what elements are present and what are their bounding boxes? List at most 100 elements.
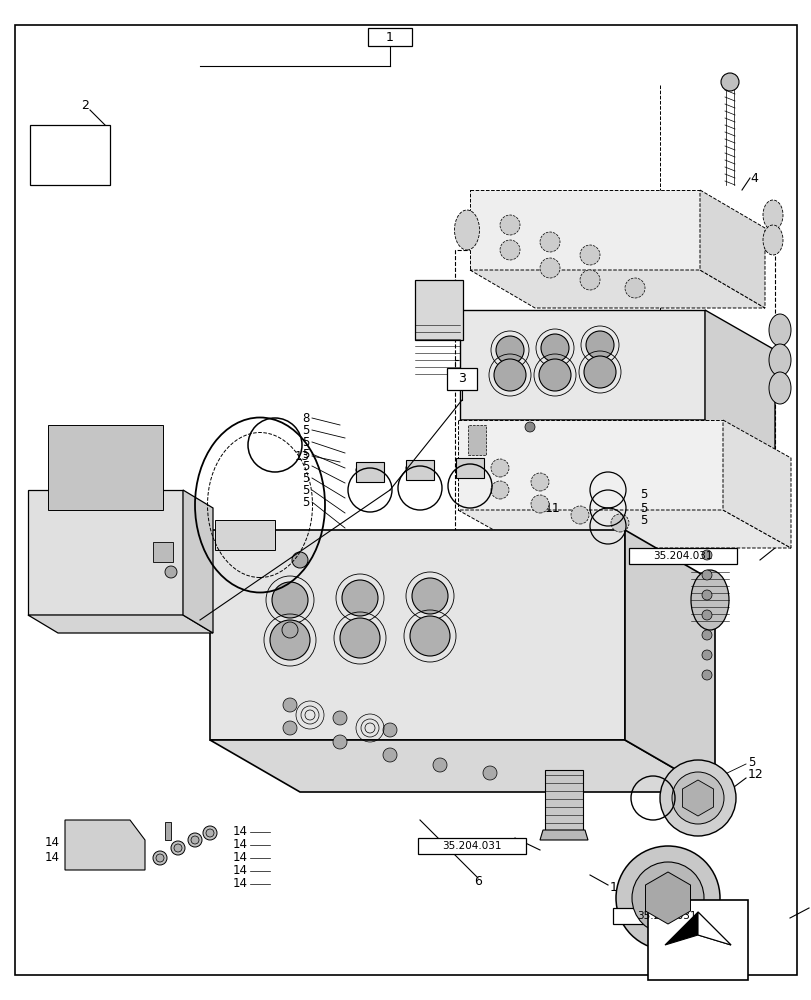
Circle shape [659,760,735,836]
Circle shape [579,245,599,265]
Circle shape [491,481,508,499]
Circle shape [579,270,599,290]
Polygon shape [28,490,182,615]
Polygon shape [704,310,774,460]
Text: 5: 5 [639,502,646,514]
Bar [406,460,433,480]
Bar [647,900,747,980]
Circle shape [500,240,519,260]
Polygon shape [210,530,624,740]
Circle shape [483,766,496,780]
Text: 3: 3 [457,372,466,385]
Text: 35.204.031: 35.204.031 [652,551,712,561]
Bar [612,908,720,924]
Text: 14: 14 [233,825,247,838]
Circle shape [491,459,508,477]
Circle shape [616,846,719,950]
Circle shape [341,580,378,616]
Circle shape [496,336,523,364]
Circle shape [270,620,310,660]
Text: 5: 5 [303,460,310,473]
Polygon shape [722,420,790,548]
Text: 5: 5 [639,488,646,502]
Circle shape [631,862,703,934]
Text: 4: 4 [749,172,757,185]
Bar [414,280,462,340]
Ellipse shape [762,200,782,230]
Circle shape [672,772,723,824]
Circle shape [702,570,711,580]
Bar [355,462,384,482]
Circle shape [203,826,217,840]
Circle shape [500,215,519,235]
Bar [454,250,774,370]
Text: 13: 13 [294,450,310,462]
Polygon shape [697,912,730,945]
Circle shape [174,844,182,852]
Polygon shape [539,830,587,840]
Circle shape [702,650,711,660]
Ellipse shape [406,461,433,475]
Ellipse shape [456,459,483,473]
Text: 5: 5 [303,484,310,496]
Circle shape [540,334,569,362]
Circle shape [624,278,644,298]
Circle shape [191,836,199,844]
Text: 14: 14 [233,864,247,878]
Text: 5: 5 [303,495,310,508]
Circle shape [702,610,711,620]
Ellipse shape [768,344,790,376]
Text: 11: 11 [544,502,560,514]
Text: 8: 8 [303,412,310,424]
Text: 6: 6 [474,876,482,888]
Polygon shape [28,615,212,633]
Circle shape [383,748,397,762]
Text: 35.204.031: 35.204.031 [442,841,501,851]
Circle shape [152,851,167,865]
Bar [152,542,173,562]
Circle shape [283,698,297,712]
Polygon shape [664,912,730,945]
Polygon shape [182,490,212,633]
Bar [367,28,411,46]
Circle shape [281,622,298,638]
Circle shape [539,359,570,391]
Circle shape [188,833,202,847]
Text: 12: 12 [747,768,763,782]
Bar [629,548,736,564]
Ellipse shape [768,372,790,404]
Bar [454,360,774,530]
Polygon shape [470,270,764,308]
Bar [215,520,275,550]
Circle shape [530,473,548,491]
Circle shape [610,514,629,532]
Circle shape [586,331,613,359]
Text: 14: 14 [45,851,60,864]
Circle shape [333,735,346,749]
Circle shape [720,73,738,91]
Bar [456,458,483,478]
Ellipse shape [355,463,384,477]
Circle shape [702,630,711,640]
Text: 10: 10 [609,882,625,894]
Circle shape [165,566,177,578]
Text: 35.204.031: 35.204.031 [637,911,696,921]
Circle shape [525,422,534,432]
Polygon shape [65,820,145,870]
Circle shape [530,495,548,513]
Text: 14: 14 [45,836,60,849]
Text: 5: 5 [303,472,310,485]
Circle shape [156,854,164,862]
Polygon shape [457,510,790,548]
Polygon shape [681,780,713,816]
Text: 5: 5 [303,448,310,460]
Bar [467,425,486,455]
Text: 1: 1 [385,31,393,44]
Circle shape [539,258,560,278]
Circle shape [206,829,214,837]
Circle shape [702,590,711,600]
Circle shape [283,721,297,735]
Text: 5: 5 [639,514,646,526]
Circle shape [383,723,397,737]
Text: 14: 14 [233,851,247,864]
